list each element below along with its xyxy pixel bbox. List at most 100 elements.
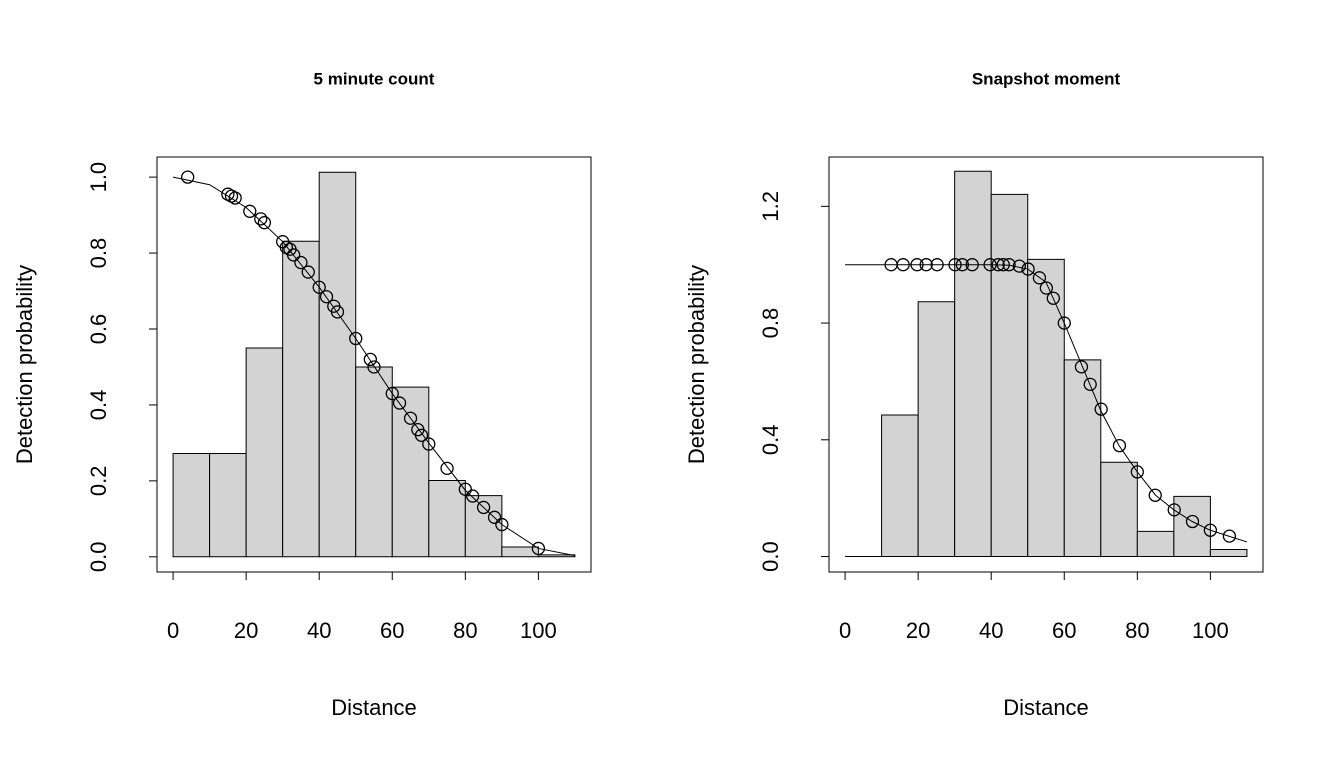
x-tick-label: 60 (380, 618, 404, 643)
x-tick-label: 40 (307, 618, 331, 643)
x-tick-label: 80 (453, 618, 477, 643)
chart-title: Snapshot moment (972, 69, 1121, 88)
y-axis-label: Detection probability (684, 265, 709, 464)
histogram-bar (172, 453, 211, 558)
y-tick-label: 0.6 (86, 314, 111, 345)
data-point (955, 258, 969, 272)
data-point (1057, 316, 1071, 330)
data-point (228, 191, 242, 205)
data-point (301, 265, 315, 279)
data-point (367, 360, 381, 374)
data-point (1148, 488, 1162, 502)
y-tick-label: 0.8 (86, 238, 111, 269)
data-point (414, 428, 429, 442)
data-point (487, 510, 502, 524)
data-point (930, 258, 944, 272)
data-point (1021, 262, 1035, 276)
histogram-bar (428, 479, 466, 558)
data-point (294, 255, 308, 270)
x-tick-label: 20 (234, 618, 258, 643)
data-point (363, 352, 377, 367)
data-point (254, 212, 268, 226)
data-point (1185, 514, 1200, 529)
fitted-curve (172, 176, 576, 557)
x-tick-label: 40 (979, 618, 1003, 643)
data-point (1203, 523, 1218, 537)
y-tick-label: 0.8 (758, 308, 783, 339)
data-point (312, 280, 326, 294)
data-point (965, 258, 979, 272)
histogram-bar (954, 170, 992, 558)
y-tick-label: 1.0 (86, 162, 111, 193)
data-point (896, 258, 910, 272)
chart-title: 5 minute count (314, 69, 435, 88)
data-point (319, 290, 334, 304)
histogram-bar (355, 366, 393, 558)
histogram-bar (1173, 495, 1211, 558)
data-point (1012, 259, 1026, 273)
x-axis-label: Distance (331, 695, 417, 720)
data-point (948, 258, 962, 272)
data-point (495, 517, 509, 532)
x-tick-label: 80 (1125, 618, 1149, 643)
data-point (1074, 360, 1089, 374)
x-tick-label: 20 (906, 618, 930, 643)
histogram-bar (1209, 549, 1248, 558)
data-point (1046, 291, 1060, 305)
x-tick-label: 60 (1052, 618, 1076, 643)
histogram-bar (1063, 359, 1102, 558)
histogram-bar (990, 193, 1029, 558)
data-point (1112, 438, 1127, 453)
x-tick-label: 100 (520, 618, 557, 643)
data-point (996, 258, 1010, 272)
data-point (257, 216, 272, 230)
data-point (385, 386, 399, 401)
data-point (422, 437, 436, 451)
histogram-bar (1136, 530, 1175, 558)
data-point (1032, 271, 1047, 285)
y-tick-label: 0.4 (86, 390, 111, 421)
data-point (286, 248, 301, 262)
data-point (531, 541, 546, 556)
x-axis-label: Distance (1003, 695, 1089, 720)
y-axis-label: Detection probability (12, 265, 37, 464)
data-point (330, 305, 345, 319)
data-point (403, 411, 418, 425)
x-tick-label: 0 (167, 618, 179, 643)
data-point (392, 396, 407, 410)
data-point (181, 170, 195, 184)
histogram-bar (501, 546, 539, 558)
data-point (440, 461, 454, 475)
histogram-bar (537, 554, 576, 558)
x-tick-label: 0 (839, 618, 851, 643)
data-point (1039, 281, 1054, 295)
data-point (458, 482, 472, 496)
data-point (1130, 465, 1144, 479)
data-point (1094, 402, 1108, 416)
data-point (910, 258, 924, 272)
data-point (243, 204, 257, 218)
data-point (349, 331, 363, 346)
plot-box (156, 156, 592, 573)
histogram-bar (917, 301, 956, 558)
y-tick-label: 0.2 (86, 466, 111, 497)
data-point (991, 258, 1005, 272)
x-tick-label: 100 (1192, 618, 1229, 643)
y-tick-label: 0.0 (758, 541, 783, 572)
data-point (983, 258, 997, 272)
data-point (1167, 503, 1181, 517)
y-tick-label: 1.2 (758, 191, 783, 222)
fitted-curve (845, 264, 1248, 543)
y-tick-label: 0.0 (86, 542, 111, 573)
data-point (1002, 258, 1016, 272)
y-tick-label: 0.4 (758, 424, 783, 455)
data-point (465, 489, 480, 503)
histogram-bar (318, 171, 357, 558)
data-point (1222, 529, 1237, 543)
histogram-bar (209, 453, 247, 558)
histogram-bar (245, 347, 284, 558)
histogram-bar (881, 414, 919, 558)
histogram-bar (1100, 461, 1138, 558)
data-point (476, 500, 491, 515)
